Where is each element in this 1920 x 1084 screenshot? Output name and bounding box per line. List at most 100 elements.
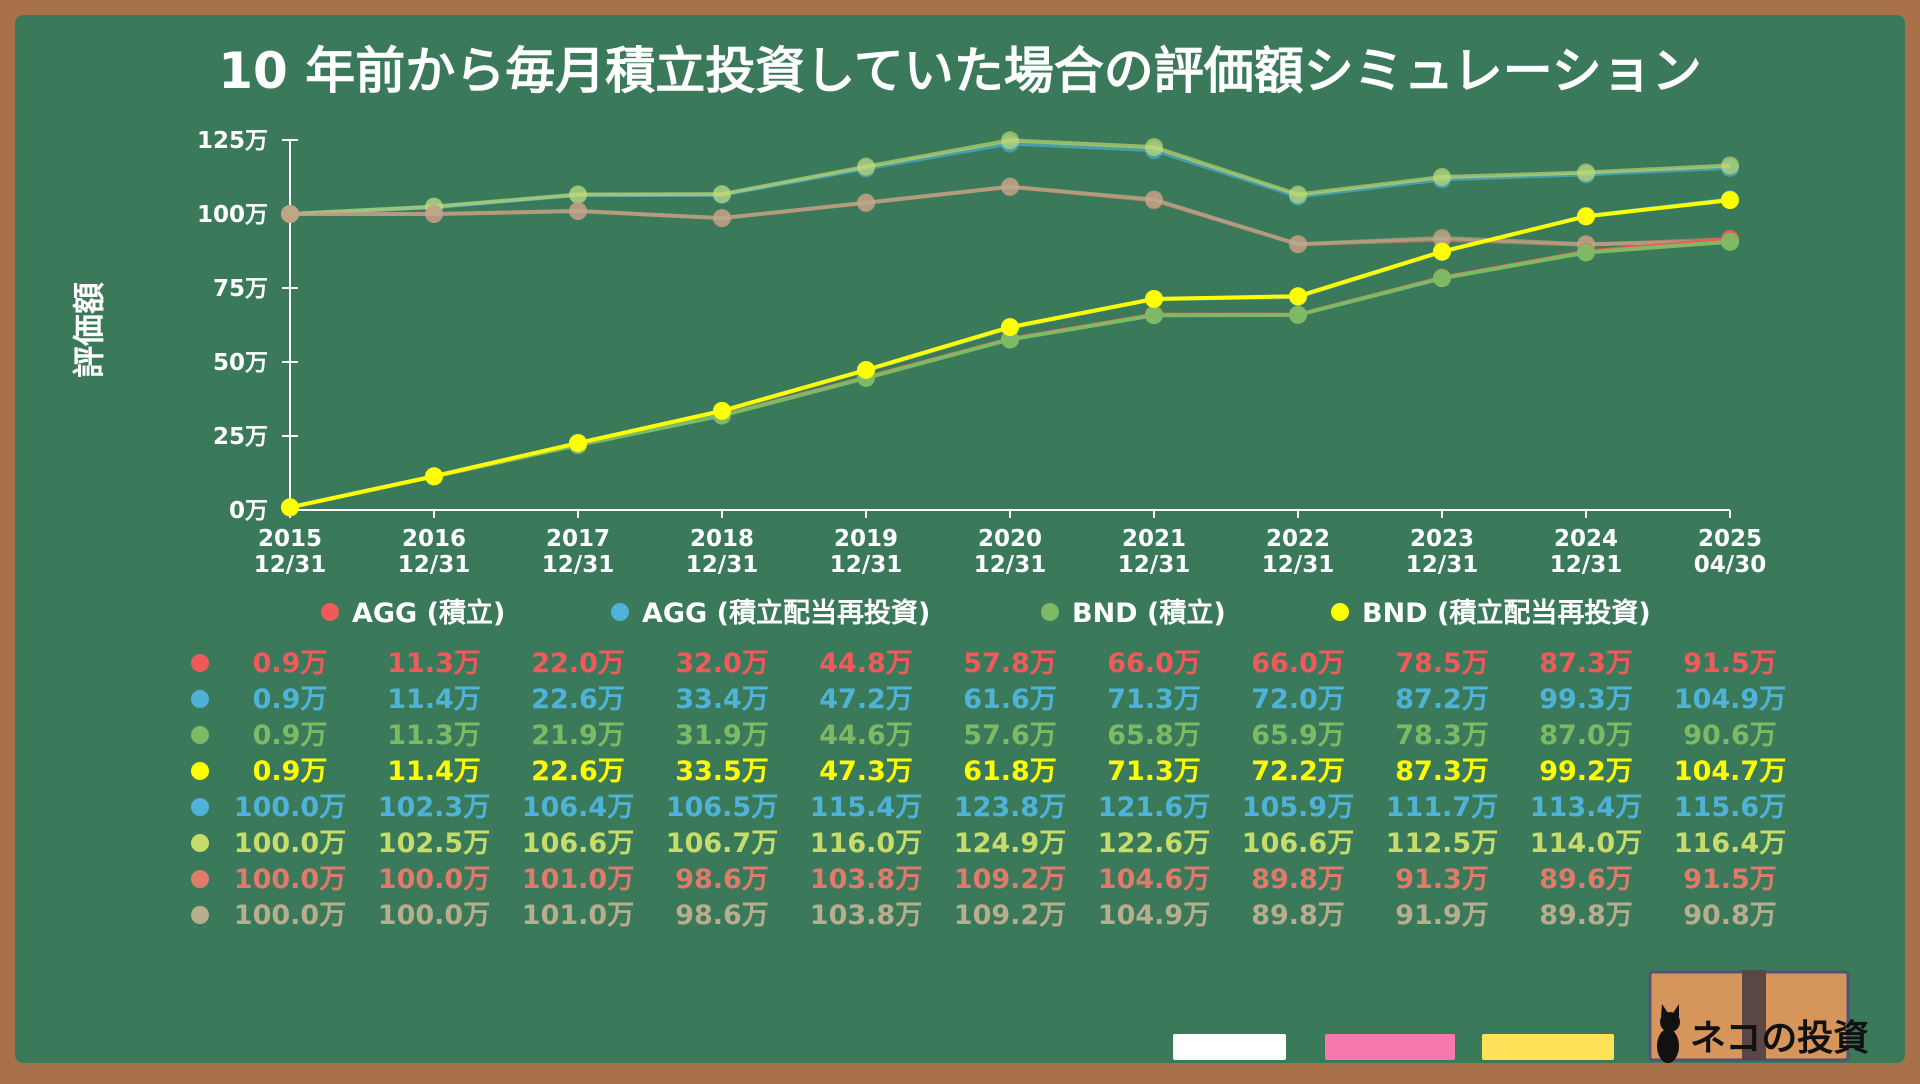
x-tick-label: 04/30 [1694, 552, 1766, 578]
row-marker [191, 690, 209, 708]
black-cat-icon [1657, 1004, 1680, 1063]
series-2-data-label: 44.6万 [819, 720, 913, 751]
faded-series-1-data-label: 122.6万 [1098, 828, 1210, 859]
legend-item[interactable]: BND (積立) [1041, 597, 1226, 629]
series-2-data-label: 21.9万 [531, 720, 625, 751]
legend-marker [611, 603, 629, 621]
chalkboard [15, 15, 1905, 1063]
series-3-point [1145, 289, 1163, 308]
faded-series-1-point [1577, 163, 1595, 182]
series-1-data-label: 47.2万 [819, 684, 913, 715]
series-3-point [713, 401, 731, 420]
x-tick-label: 12/31 [1550, 552, 1622, 578]
faded-series-3-data-label: 109.2万 [954, 900, 1066, 931]
x-tick-label: 12/31 [1262, 552, 1334, 578]
series-0-data-label: 87.3万 [1539, 648, 1633, 679]
series-0-data-label: 78.5万 [1395, 648, 1489, 679]
faded-series-3-data-label: 90.8万 [1683, 900, 1777, 931]
data-label-row: 0.9万 11.3万 22.0万 32.0万 44.8万 57.8万 66.0万 66.0万 7… [191, 648, 1777, 679]
x-tick-label: 12/31 [254, 552, 326, 578]
faded-series-3-point [569, 202, 587, 221]
row-marker [191, 726, 209, 744]
logo-text: ネコの投資 [1690, 1018, 1869, 1059]
faded-series-1-data-label: 106.6万 [522, 828, 634, 859]
data-label-row: 100.0万 102.5万 106.6万 106.7万 116.0万 124.9万 122.… [191, 828, 1786, 859]
faded-series-3-data-label: 89.8万 [1251, 900, 1345, 931]
series-0-data-label: 22.0万 [531, 648, 625, 679]
faded-series-2-data-label: 101.0万 [522, 864, 634, 895]
series-2-point [1289, 305, 1307, 324]
faded-series-1-data-label: 114.0万 [1530, 828, 1642, 859]
series-3-point [1289, 287, 1307, 306]
x-tick-label: 2020 [978, 526, 1042, 552]
row-marker [191, 762, 209, 780]
faded-series-3-point [1433, 228, 1451, 247]
series-3-data-label: 71.3万 [1107, 756, 1201, 787]
series-0-data-label: 11.3万 [387, 648, 481, 679]
y-tick-label: 100万 [197, 202, 268, 228]
legend-label: BND (積立配当再投資) [1362, 597, 1651, 629]
series-1-data-label: 71.3万 [1107, 684, 1201, 715]
series-1-data-label: 61.6万 [963, 684, 1057, 715]
faded-series-1-point [1289, 185, 1307, 204]
data-label-row: 100.0万 100.0万 101.0万 98.6万 103.8万 109.2万 104.9… [191, 900, 1777, 931]
faded-series-3-data-label: 101.0万 [522, 900, 634, 931]
legend-item[interactable]: AGG (積立配当再投資) [611, 597, 930, 629]
faded-series-3-data-label: 98.6万 [675, 900, 769, 931]
y-tick-label: 0万 [229, 498, 268, 524]
series-2-data-label: 57.6万 [963, 720, 1057, 751]
faded-series-0-data-label: 106.4万 [522, 792, 634, 823]
faded-series-3-point [1001, 177, 1019, 196]
faded-series-3-point [1145, 190, 1163, 209]
x-tick-label: 2018 [690, 526, 754, 552]
faded-series-2-data-label: 89.6万 [1539, 864, 1633, 895]
faded-series-0-data-label: 113.4万 [1530, 792, 1642, 823]
series-3-data-label: 87.3万 [1395, 756, 1489, 787]
x-tick-label: 12/31 [1118, 552, 1190, 578]
series-3-point [281, 498, 299, 517]
faded-series-1-point [857, 157, 875, 176]
faded-series-1-point [1001, 131, 1019, 150]
row-marker [191, 798, 209, 816]
faded-series-0-data-label: 123.8万 [954, 792, 1066, 823]
faded-series-3-point [281, 205, 299, 223]
faded-series-2-data-label: 104.6万 [1098, 864, 1210, 895]
faded-series-3-point [857, 193, 875, 212]
data-label-row: 0.9万 11.3万 21.9万 31.9万 44.6万 57.6万 65.8万 65.9万 7… [191, 720, 1777, 751]
faded-series-3-data-label: 91.9万 [1395, 900, 1489, 931]
faded-series-2-data-label: 100.0万 [378, 864, 490, 895]
faded-series-0-data-label: 105.9万 [1242, 792, 1354, 823]
x-tick-label: 12/31 [542, 552, 614, 578]
legend-label: AGG (積立配当再投資) [642, 597, 930, 629]
x-tick-label: 2017 [546, 526, 610, 552]
x-tick-label: 12/31 [974, 552, 1046, 578]
y-tick-label: 125万 [197, 128, 268, 154]
series-1-data-label: 72.0万 [1251, 684, 1345, 715]
series-3-data-label: 72.2万 [1251, 756, 1345, 787]
legend-item[interactable]: AGG (積立) [321, 597, 505, 629]
faded-series-3-data-label: 100.0万 [234, 900, 346, 931]
y-tick-label: 25万 [213, 424, 268, 450]
faded-series-1-point [713, 185, 731, 204]
y-tick-label: 75万 [213, 276, 268, 302]
faded-series-1-data-label: 116.0万 [810, 828, 922, 859]
data-label-row: 100.0万 100.0万 101.0万 98.6万 103.8万 109.2万 104.6… [191, 864, 1777, 895]
faded-series-3-data-label: 104.9万 [1098, 900, 1210, 931]
series-3-data-label: 0.9万 [253, 756, 328, 787]
legend-item[interactable]: BND (積立配当再投資) [1331, 597, 1651, 629]
faded-series-1-data-label: 100.0万 [234, 828, 346, 859]
faded-series-3-data-label: 103.8万 [810, 900, 922, 931]
series-3-data-label: 22.6万 [531, 756, 625, 787]
faded-series-1-data-label: 116.4万 [1674, 828, 1786, 859]
series-1-data-label: 104.9万 [1674, 684, 1786, 715]
y-axis-label: 評価額 [70, 282, 108, 378]
y-tick-label: 50万 [213, 350, 268, 376]
row-marker [191, 906, 209, 924]
series-3-point [1721, 191, 1739, 210]
x-tick-label: 2024 [1554, 526, 1618, 552]
series-3-data-label: 33.5万 [675, 756, 769, 787]
series-3-data-label: 61.8万 [963, 756, 1057, 787]
x-tick-label: 2015 [258, 526, 322, 552]
series-2-data-label: 65.9万 [1251, 720, 1345, 751]
